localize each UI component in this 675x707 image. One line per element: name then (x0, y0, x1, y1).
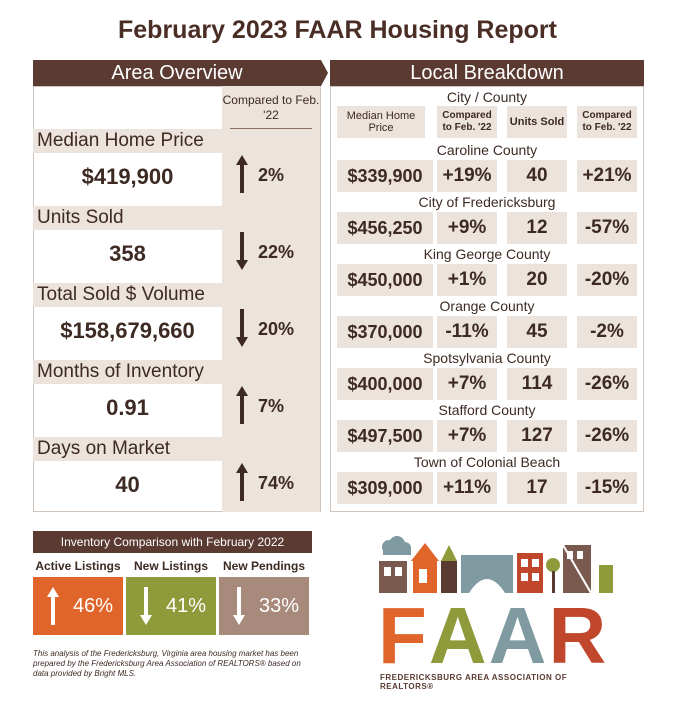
units-sold-cell: 45 (507, 316, 567, 348)
units-change-cell: -26% (577, 420, 637, 452)
units-change-cell: -15% (577, 472, 637, 504)
arrow-up-icon (236, 386, 248, 424)
median-price-cell: $456,250 (337, 212, 433, 244)
units-change-cell: -57% (577, 212, 637, 244)
median-change-cell: +7% (437, 368, 497, 400)
metric-change: 74% (258, 473, 295, 493)
arrow-down-icon (236, 232, 248, 270)
metric-value: $158,679,660 (60, 318, 195, 343)
metric-value: 0.91 (106, 395, 149, 420)
area-overview-header: Area Overview (33, 60, 321, 86)
arrow-up-icon (236, 155, 248, 193)
units-sold-cell: 114 (507, 368, 567, 400)
metric-value: $419,900 (81, 164, 174, 189)
inventory-card: 41% (126, 577, 216, 635)
county-name: Stafford County (438, 402, 536, 418)
metric-change: 22% (258, 242, 295, 262)
median-change-cell: -11% (437, 316, 497, 348)
metric-value: 358 (109, 241, 146, 266)
inventory-header: Inventory Comparison with February 2022 (33, 531, 312, 553)
units-sold-cell: 20 (507, 264, 567, 296)
logo-letter: A (428, 591, 489, 680)
median-price-cell: $400,000 (337, 368, 433, 400)
county-name: King George County (423, 246, 551, 262)
local-breakdown-header: Local Breakdown (330, 60, 644, 86)
county-name: Spotsylvania County (423, 350, 551, 366)
metric-change: 2% (258, 165, 285, 185)
col-median-home-price: Median Home Price (337, 106, 425, 138)
logo-letter: F (378, 591, 429, 680)
faar-logo-text: FAAR (378, 596, 618, 676)
col-compared-units: Compared to Feb. '22 (577, 106, 637, 138)
metric-value: 40 (115, 472, 140, 497)
county-name: City of Fredericksburg (418, 194, 556, 210)
median-change-cell: +19% (437, 160, 497, 192)
col-compared-median: Compared to Feb. '22 (437, 106, 497, 138)
compared-divider (230, 128, 312, 129)
logo-letter: R (548, 591, 609, 680)
county-name: Town of Colonial Beach (413, 454, 561, 470)
units-sold-cell: 12 (507, 212, 567, 244)
footnote: This analysis of the Fredericksburg, Vir… (33, 649, 301, 678)
compared-label: Compared to Feb. '22 (222, 93, 320, 122)
median-change-cell: +9% (437, 212, 497, 244)
median-price-cell: $339,900 (337, 160, 433, 192)
median-change-cell: +1% (437, 264, 497, 296)
units-sold-cell: 17 (507, 472, 567, 504)
county-name: Orange County (439, 298, 535, 314)
inventory-card: 46% (33, 577, 123, 635)
logo-letter: A (488, 591, 549, 680)
arrow-up-icon (236, 463, 248, 501)
inventory-label: New Pendings (222, 559, 305, 573)
metric-label: Units Sold (33, 206, 222, 230)
inventory-card: 33% (219, 577, 309, 635)
median-price-cell: $497,500 (337, 420, 433, 452)
metric-change: 7% (258, 396, 285, 416)
median-price-cell: $370,000 (337, 316, 433, 348)
median-price-cell: $309,000 (337, 472, 433, 504)
median-change-cell: +7% (437, 420, 497, 452)
faar-logo-buildings (379, 536, 613, 594)
page-title: February 2023 FAAR Housing Report (118, 16, 557, 44)
city-county-label: City / County (446, 89, 528, 105)
metric-label: Days on Market (33, 437, 222, 461)
units-change-cell: -2% (577, 316, 637, 348)
inventory-change: 46% (73, 595, 114, 617)
metric-label: Months of Inventory (33, 360, 222, 384)
compared-column (222, 86, 320, 512)
median-change-cell: +11% (437, 472, 497, 504)
arrow-down-icon (236, 309, 248, 347)
county-name: Caroline County (436, 142, 538, 158)
inventory-change: 33% (259, 595, 300, 617)
units-sold-cell: 40 (507, 160, 567, 192)
metric-label: Median Home Price (33, 129, 222, 153)
inventory-change: 41% (166, 595, 207, 617)
median-price-cell: $450,000 (337, 264, 433, 296)
col-units-sold: Units Sold (507, 106, 567, 138)
units-change-cell: -26% (577, 368, 637, 400)
units-change-cell: -20% (577, 264, 637, 296)
units-change-cell: +21% (577, 160, 637, 192)
inventory-label: New Listings (133, 559, 208, 573)
inventory-label: Active Listings (35, 559, 121, 573)
metric-change: 20% (258, 319, 295, 339)
logo-subtitle: FREDERICKSBURG AREA ASSOCIATION OF REALT… (380, 673, 568, 691)
units-sold-cell: 127 (507, 420, 567, 452)
metric-label: Total Sold $ Volume (33, 283, 222, 307)
area-overview-header-arrow (321, 60, 328, 86)
